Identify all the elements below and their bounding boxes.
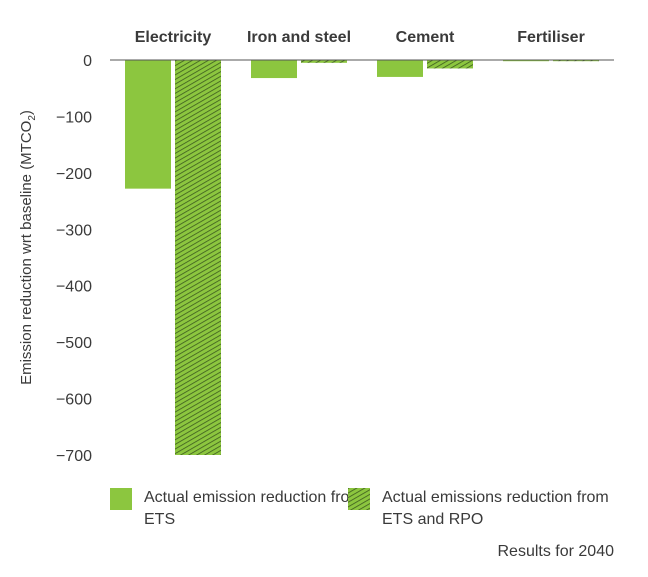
legend-swatch-ets [110, 488, 132, 510]
y-tick-label: −100 [56, 109, 92, 126]
bar-chart: Electricity Iron and steel Cement Fertilise… [18, 29, 614, 465]
y-axis-title: Emission reduction wrt baseline (MTCO2) [18, 110, 38, 385]
bar-ets-rpo [301, 60, 347, 63]
bar-ets [503, 60, 549, 62]
category-label: Iron and steel [247, 29, 351, 46]
bar-ets [125, 60, 171, 189]
bar-ets-rpo [427, 60, 473, 69]
chart-note: Results for 2040 [497, 543, 614, 560]
bar-ets [377, 60, 423, 77]
category-label: Electricity [135, 29, 212, 46]
legend-label-ets-rpo: Actual emissions reduction from ETS and … [382, 489, 609, 528]
legend-item-ets: Actual emission reduction from ETS [110, 487, 384, 531]
y-tick-label: −700 [56, 448, 92, 465]
category-label: Fertiliser [517, 29, 585, 46]
y-tick-label: −400 [56, 279, 92, 296]
category-label: Cement [396, 29, 455, 46]
bar-ets-rpo [175, 60, 221, 455]
bar-ets [251, 60, 297, 79]
y-tick-label: −300 [56, 222, 92, 239]
y-tick-label: −500 [56, 335, 92, 352]
y-tick-label: 0 [83, 53, 92, 70]
bar-ets-rpo [553, 60, 599, 62]
legend-item-ets-rpo: Actual emissions reduction from ETS and … [348, 487, 622, 531]
y-tick-label: −600 [56, 392, 92, 409]
legend-swatch-ets-rpo [348, 488, 370, 510]
legend-label-ets: Actual emission reduction from ETS [144, 489, 363, 528]
y-tick-label: −200 [56, 166, 92, 183]
